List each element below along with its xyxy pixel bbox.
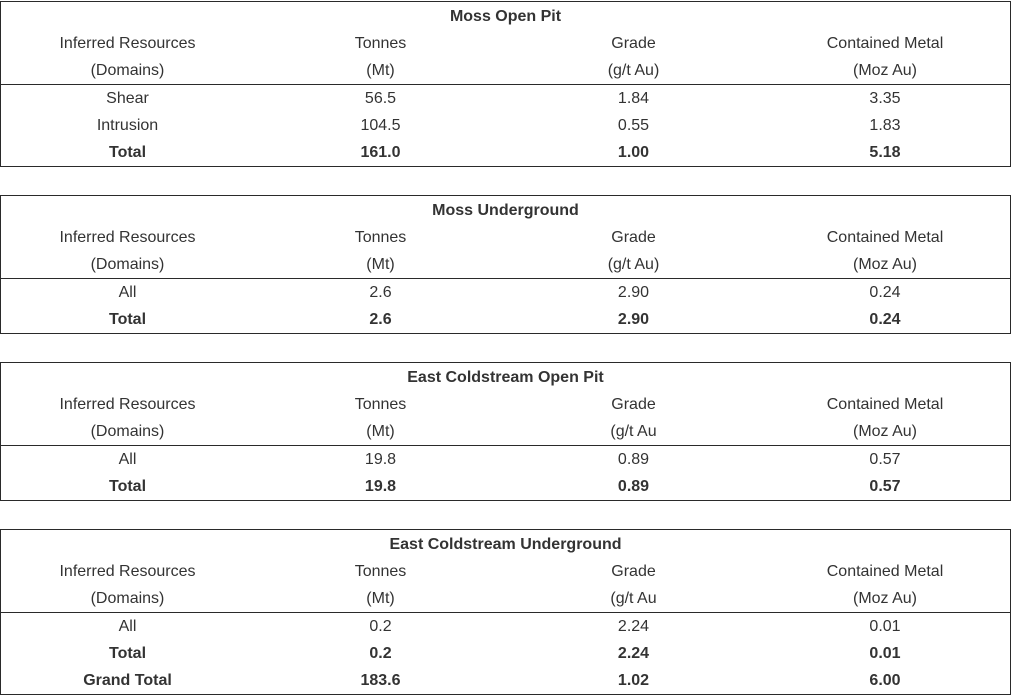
header-grade-unit: (g/t Au [610,590,657,607]
metal-cell: 0.57 [869,451,901,468]
tonnes-cell: 104.5 [360,117,401,134]
table-row: All 2.6 2.90 0.24 [1,279,1010,306]
header-row: Inferred Resources Tonnes Grade Containe… [1,224,1010,251]
header-metal-unit: (Moz Au) [852,256,917,273]
grade-cell: 2.90 [617,284,650,301]
metal-cell: 0.01 [869,645,901,662]
header-units-row: (Domains) (Mt) (g/t Au) (Moz Au) [1,251,1010,279]
resource-table-east-coldstream-underground: East Coldstream Underground Inferred Res… [0,529,1011,695]
domain-cell: Total [108,311,147,328]
header-units-row: (Domains) (Mt) (g/t Au (Moz Au) [1,585,1010,613]
tonnes-cell: 183.6 [360,672,401,689]
header-grade: Grade [611,35,656,52]
header-domains-unit: (Domains) [90,256,165,273]
header-tonnes-unit: (Mt) [366,256,395,273]
metal-cell: 0.24 [869,284,901,301]
total-row: Total 0.2 2.24 0.01 [1,640,1010,667]
metal-cell: 3.35 [869,90,901,107]
table-title: East Coldstream Open Pit [407,369,604,386]
header-grade: Grade [611,229,656,246]
grade-cell: 2.24 [617,645,650,662]
header-tonnes: Tonnes [354,35,407,52]
tonnes-cell: 2.6 [369,311,392,328]
table-row: Intrusion 104.5 0.55 1.83 [1,112,1010,139]
resource-table-moss-open-pit: Moss Open Pit Inferred Resources Tonnes … [0,1,1011,167]
header-grade-unit: (g/t Au) [607,256,660,273]
resource-table-moss-underground: Moss Underground Inferred Resources Tonn… [0,195,1011,334]
header-grade-unit: (g/t Au [610,423,657,440]
tonnes-cell: 19.8 [364,478,397,495]
table-title: Moss Underground [432,202,579,219]
total-row: Total 2.6 2.90 0.24 [1,306,1010,333]
domain-cell: Intrusion [96,117,159,134]
domain-cell: Shear [106,90,149,107]
domain-cell: All [118,284,137,301]
header-domains: Inferred Resources [59,35,196,52]
total-row: Total 19.8 0.89 0.57 [1,473,1010,500]
header-domains: Inferred Resources [59,563,196,580]
domain-cell: All [118,451,137,468]
header-tonnes-unit: (Mt) [366,62,395,79]
domain-cell: Grand Total [83,672,172,689]
domain-cell: Total [108,144,147,161]
grade-cell: 1.84 [617,90,650,107]
total-row: Total 161.0 1.00 5.18 [1,139,1010,166]
grade-cell: 1.00 [617,144,650,161]
grade-cell: 2.90 [617,311,650,328]
header-grade: Grade [611,396,656,413]
grand-total-row: Grand Total 183.6 1.02 6.00 [1,667,1010,694]
tonnes-cell: 161.0 [360,144,401,161]
header-domains-unit: (Domains) [90,62,165,79]
metal-cell: 6.00 [869,672,901,689]
table-row: All 0.2 2.24 0.01 [1,613,1010,640]
metal-cell: 0.57 [869,478,901,495]
table-title: Moss Open Pit [449,8,562,25]
table-title: East Coldstream Underground [389,536,622,553]
header-tonnes-unit: (Mt) [366,423,395,440]
metal-cell: 5.18 [869,144,901,161]
header-tonnes: Tonnes [354,229,407,246]
header-contained-metal: Contained Metal [826,35,944,52]
header-metal-unit: (Moz Au) [852,423,917,440]
header-row: Inferred Resources Tonnes Grade Containe… [1,558,1010,585]
header-tonnes: Tonnes [354,396,407,413]
domain-cell: Total [108,478,147,495]
header-tonnes: Tonnes [354,563,407,580]
grade-cell: 0.89 [617,451,650,468]
header-row: Inferred Resources Tonnes Grade Containe… [1,391,1010,418]
header-units-row: (Domains) (Mt) (g/t Au) (Moz Au) [1,57,1010,85]
header-contained-metal: Contained Metal [826,396,944,413]
metal-cell: 0.24 [869,311,901,328]
table-row: All 19.8 0.89 0.57 [1,446,1010,473]
header-contained-metal: Contained Metal [826,563,944,580]
domain-cell: All [118,618,137,635]
table-row: Shear 56.5 1.84 3.35 [1,85,1010,112]
header-tonnes-unit: (Mt) [366,590,395,607]
header-domains: Inferred Resources [59,229,196,246]
grade-cell: 1.02 [617,672,650,689]
header-domains-unit: (Domains) [90,423,165,440]
header-row: Inferred Resources Tonnes Grade Containe… [1,30,1010,57]
header-grade: Grade [611,563,656,580]
grade-cell: 0.89 [617,478,650,495]
metal-cell: 1.83 [869,117,901,134]
grade-cell: 2.24 [617,618,650,635]
resource-table-east-coldstream-open-pit: East Coldstream Open Pit Inferred Resour… [0,362,1011,501]
header-metal-unit: (Moz Au) [852,62,917,79]
header-metal-unit: (Moz Au) [852,590,917,607]
tonnes-cell: 0.2 [369,618,392,635]
header-grade-unit: (g/t Au) [607,62,660,79]
header-domains: Inferred Resources [59,396,196,413]
header-contained-metal: Contained Metal [826,229,944,246]
metal-cell: 0.01 [869,618,901,635]
tonnes-cell: 0.2 [369,645,392,662]
tonnes-cell: 56.5 [364,90,397,107]
tonnes-cell: 2.6 [369,284,392,301]
tonnes-cell: 19.8 [364,451,397,468]
header-domains-unit: (Domains) [90,590,165,607]
domain-cell: Total [108,645,147,662]
grade-cell: 0.55 [617,117,650,134]
header-units-row: (Domains) (Mt) (g/t Au (Moz Au) [1,418,1010,446]
